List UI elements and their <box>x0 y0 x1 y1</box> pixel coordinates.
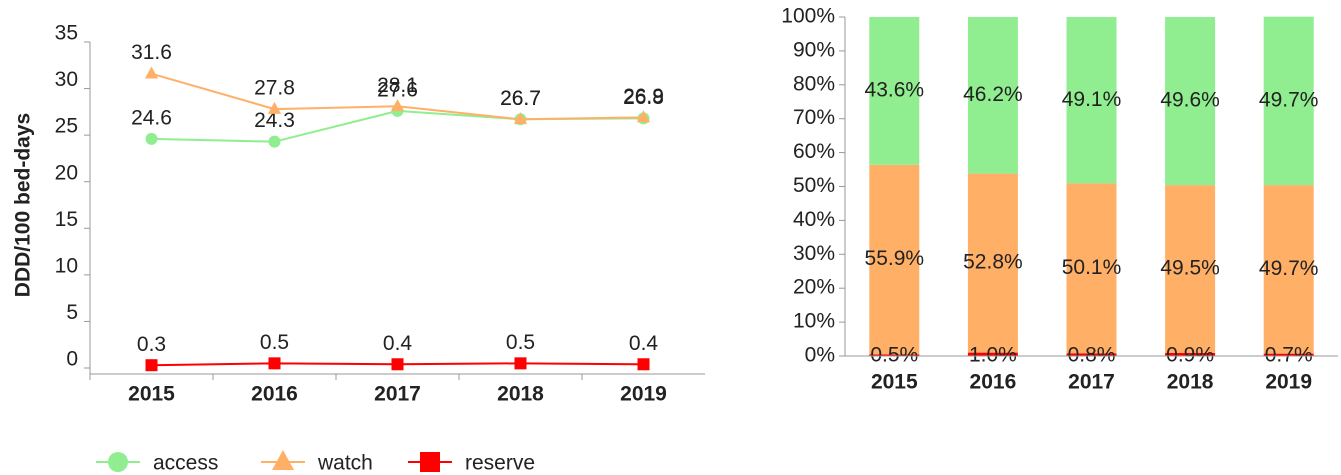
marker <box>267 101 282 114</box>
y-tick-label: 50% <box>793 174 835 197</box>
marker <box>636 110 651 123</box>
data-label: 50.1% <box>1062 256 1122 279</box>
marker <box>272 450 294 470</box>
y-tick-label: 80% <box>793 72 835 95</box>
data-label: 49.7% <box>1259 88 1319 111</box>
marker <box>391 358 404 371</box>
x-tick-label: 2019 <box>1265 371 1312 394</box>
x-tick-label: 2017 <box>374 383 421 406</box>
y-tick-label: 70% <box>793 106 835 129</box>
bar-segment <box>1066 183 1117 354</box>
y-tick-label: 5 <box>66 301 78 324</box>
x-tick-label: 2018 <box>1167 371 1214 394</box>
data-label: 55.9% <box>865 247 925 270</box>
y-tick-label: 0 <box>66 348 78 371</box>
data-label: 26.9 <box>623 85 664 108</box>
y-tick-label: 15 <box>55 208 78 231</box>
bar-segment <box>967 173 1018 353</box>
y-tick-label: 60% <box>793 140 835 163</box>
marker <box>390 99 405 112</box>
data-label: 0.7% <box>1265 344 1313 367</box>
data-label: 28.1 <box>377 74 418 97</box>
legend-label: access <box>153 452 218 475</box>
data-label: 43.6% <box>865 78 925 101</box>
y-tick-label: 100% <box>781 5 835 28</box>
data-label: 0.5% <box>870 344 918 367</box>
data-label: 26.7 <box>500 87 541 110</box>
y-tick-label: 30% <box>793 242 835 265</box>
y-tick-label: 10 <box>55 254 78 277</box>
bar-segment <box>967 352 1018 356</box>
bar-segment <box>1066 17 1117 184</box>
data-label: 49.6% <box>1160 89 1220 112</box>
data-label: 24.6 <box>131 106 172 129</box>
x-tick-label: 2019 <box>620 383 667 406</box>
data-label: 24.3 <box>254 109 295 132</box>
bar-segment <box>1263 353 1314 356</box>
y-tick-label: 20 <box>55 161 78 184</box>
marker <box>268 135 281 148</box>
marker <box>268 357 281 370</box>
data-label: 0.5 <box>260 331 289 354</box>
data-label: 49.1% <box>1062 88 1122 111</box>
marker <box>514 357 527 370</box>
bar-segment <box>967 17 1018 174</box>
bar-segment <box>869 354 920 356</box>
legend-label: watch <box>317 452 373 475</box>
data-label: 27.6 <box>377 78 418 101</box>
data-label: 49.7% <box>1259 257 1319 280</box>
x-tick-label: 2015 <box>871 371 918 394</box>
bar-segment <box>869 164 920 355</box>
data-label: 0.9% <box>1166 344 1214 367</box>
y-tick-label: 25 <box>55 115 78 138</box>
bar-segment <box>1263 185 1314 354</box>
x-tick-label: 2017 <box>1068 371 1115 394</box>
bar-segment <box>1066 353 1117 356</box>
data-label: 52.8% <box>963 251 1023 274</box>
bar-segment <box>1165 185 1216 353</box>
x-tick-label: 2018 <box>497 383 544 406</box>
marker <box>637 358 650 371</box>
bar-segment <box>869 17 920 165</box>
y-tick-label: 20% <box>793 276 835 299</box>
data-label: 26.7 <box>500 87 541 110</box>
y-tick-label: 35 <box>55 22 78 45</box>
data-label: 0.3 <box>137 333 166 356</box>
data-label: 46.2% <box>963 83 1023 106</box>
data-label: 0.8% <box>1068 344 1116 367</box>
data-label: 26.8 <box>623 86 664 109</box>
marker <box>513 112 528 125</box>
data-label: 31.6 <box>131 41 172 64</box>
bar-segment <box>1165 17 1216 186</box>
x-tick-label: 2015 <box>128 383 175 406</box>
marker <box>420 452 440 472</box>
marker <box>144 66 159 79</box>
y-tick-label: 10% <box>793 310 835 333</box>
marker <box>145 359 158 372</box>
x-tick-label: 2016 <box>251 383 298 406</box>
data-label: 0.4 <box>629 332 659 355</box>
y-tick-label: 40% <box>793 208 835 231</box>
y-tick-label: 90% <box>793 38 835 61</box>
data-label: 1.0% <box>969 344 1017 367</box>
x-tick-label: 2016 <box>970 371 1017 394</box>
data-label: 0.4 <box>383 332 413 355</box>
y-tick-label: 0% <box>805 344 835 367</box>
data-label: 49.5% <box>1160 257 1220 280</box>
data-label: 27.8 <box>254 77 295 100</box>
data-label: 0.5 <box>506 331 535 354</box>
bar-segment <box>1165 352 1216 356</box>
y-axis-label: DDD/100 bed-days <box>12 113 35 297</box>
y-tick-label: 30 <box>55 68 78 91</box>
marker <box>108 452 128 472</box>
legend-label: reserve <box>465 452 535 475</box>
marker <box>145 132 158 145</box>
bar-segment <box>1263 16 1314 186</box>
